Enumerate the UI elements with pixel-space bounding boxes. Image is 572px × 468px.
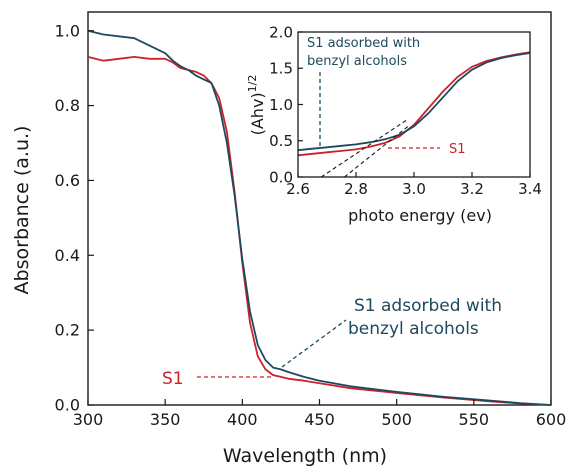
main-series-1: [87, 29, 552, 406]
inset-y-tick-label-0: 0.0: [269, 168, 293, 186]
main-chart: 300 350 400 450 500 550 600 0.0 0.2 0.4 0.6 0.8 1.0…: [11, 11, 567, 467]
inset-x-tick-label-0: 2.6: [286, 180, 310, 198]
inset-y-ticks: 0.0 0.5 1.0 1.5 2.0: [269, 23, 303, 186]
main-x-tick-label-4: 500: [381, 410, 412, 429]
main-y-ticks: 0.0 0.2 0.4 0.6 0.8 1.0: [55, 21, 94, 415]
main-x-tick-label-2: 400: [227, 410, 258, 429]
inset-y-tick-label-2: 1.0: [269, 96, 293, 114]
inset-series-1: [297, 52, 531, 152]
main-y-tick-label-3: 0.6: [55, 171, 80, 190]
main-y-tick-label-1: 0.2: [55, 321, 80, 340]
main-x-tick-label-1: 350: [150, 410, 181, 429]
main-x-axis-label: Wavelength (nm): [223, 445, 387, 467]
inset-y-axis-label-superscript: 1/2: [246, 75, 259, 93]
inset-y-axis-label: (Ahv)1/2: [246, 75, 267, 136]
main-y-tick-label-4: 0.8: [55, 96, 80, 115]
main-x-ticks: 300 350 400 450 500 550 600: [73, 399, 567, 429]
main-annotation-adsorbed-leader: [281, 319, 347, 368]
inset-annotation-adsorbed-line1: S1 adsorbed with: [307, 36, 420, 51]
inset-y-tick-label-4: 2.0: [269, 23, 293, 41]
main-annotation-adsorbed-line2: benzyl alcohols: [348, 319, 479, 339]
main-y-tick-label-2: 0.4: [55, 246, 80, 265]
main-y-axis-label: Absorbance (a.u.): [11, 126, 33, 295]
inset-annotation-adsorbed-line2: benzyl alcohols: [307, 54, 407, 69]
inset-annotation-s1: S1: [449, 142, 466, 157]
main-series-group: [87, 29, 552, 406]
inset-series-group: [297, 51, 531, 157]
main-y-tick-label-5: 1.0: [55, 21, 80, 40]
inset-tangent-0: [320, 118, 409, 178]
main-x-tick-label-0: 300: [73, 410, 104, 429]
inset-x-axis-label: photo energy (ev): [348, 206, 492, 225]
inset-y-axis-label-base: (Ahv): [248, 92, 267, 135]
inset-x-ticks: 2.6 2.8 3.0 3.2 3.4: [286, 172, 542, 198]
main-x-tick-label-3: 450: [304, 410, 335, 429]
inset-x-tick-label-4: 3.4: [518, 180, 542, 198]
inset-y-tick-label-3: 1.5: [269, 60, 293, 78]
main-annotation-s1: S1: [162, 369, 184, 389]
inset-chart: 2.6 2.8 3.0 3.2 3.4 0.0 0.5 1.0 1.5 2.0 photo en…: [246, 23, 542, 225]
inset-x-tick-label-3: 3.2: [460, 180, 484, 198]
main-y-tick-label-0: 0.0: [55, 396, 80, 415]
main-annotation-adsorbed-line1: S1 adsorbed with: [354, 296, 502, 316]
inset-tangent-lines: [320, 118, 409, 178]
inset-background: [298, 32, 530, 177]
inset-y-tick-label-1: 0.5: [269, 132, 293, 150]
main-x-tick-label-5: 550: [459, 410, 490, 429]
inset-x-tick-label-1: 2.8: [344, 180, 368, 198]
inset-x-tick-label-2: 3.0: [402, 180, 426, 198]
inset-series-0: [297, 51, 531, 157]
main-x-tick-label-6: 600: [536, 410, 567, 429]
